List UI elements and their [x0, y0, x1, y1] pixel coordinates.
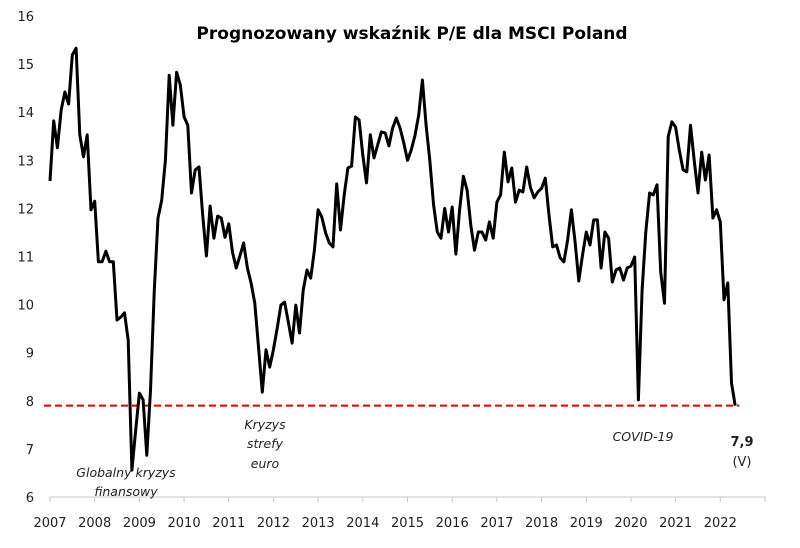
- y-tick-label: 6: [26, 491, 34, 506]
- annotation-gfc-line2: finansowy: [94, 484, 158, 499]
- y-tick-label: 9: [26, 347, 34, 362]
- x-tick-label: 2010: [168, 516, 201, 531]
- x-tick-label: 2016: [436, 516, 469, 531]
- y-tick-label: 7: [26, 443, 34, 458]
- x-tick-label: 2012: [257, 516, 290, 531]
- x-tick-label: 2020: [614, 516, 647, 531]
- y-tick-label: 14: [17, 106, 34, 121]
- chart-title: Prognozowany wskaźnik P/E dla MSCI Polan…: [196, 24, 627, 44]
- annotation-gfc-line1: Globalny kryzys: [76, 465, 176, 480]
- y-tick-label: 8: [26, 395, 34, 410]
- y-tick-label: 12: [17, 202, 34, 217]
- annotation-euro-line3: euro: [251, 456, 280, 471]
- x-tick-label: 2015: [391, 516, 424, 531]
- x-tick-label: 2022: [704, 516, 737, 531]
- y-tick-label: 16: [17, 10, 34, 25]
- x-tick-label: 2009: [123, 516, 156, 531]
- x-tick-label: 2013: [302, 516, 335, 531]
- annotation-last-month: (V): [732, 455, 751, 470]
- y-tick-label: 10: [17, 299, 34, 314]
- y-tick-label: 11: [17, 251, 34, 266]
- y-axis-ticks: 6 7 8 9 10 11 12 13 14 15 16: [17, 10, 34, 506]
- x-tick-label: 2007: [33, 516, 66, 531]
- y-tick-label: 15: [17, 58, 34, 73]
- x-tick-label: 2017: [480, 516, 513, 531]
- x-tick-label: 2021: [659, 516, 692, 531]
- x-tick-label: 2014: [346, 516, 379, 531]
- y-tick-label: 13: [17, 154, 34, 169]
- annotation-euro-line2: strefy: [247, 436, 284, 451]
- x-tick-label: 2019: [570, 516, 603, 531]
- annotation-covid: COVID-19: [613, 429, 674, 444]
- annotation-last-value: 7,9: [730, 435, 753, 450]
- x-tick-label: 2018: [525, 516, 558, 531]
- x-axis-ticks: 2007 2008 2009 2010 2011 2012 2013 2014 2015 2016…: [33, 497, 766, 531]
- annotation-euro-line1: Kryzys: [244, 417, 286, 432]
- series-line-pe: [48, 46, 737, 472]
- x-tick-label: 2011: [212, 516, 245, 531]
- x-tick-label: 2008: [78, 516, 111, 531]
